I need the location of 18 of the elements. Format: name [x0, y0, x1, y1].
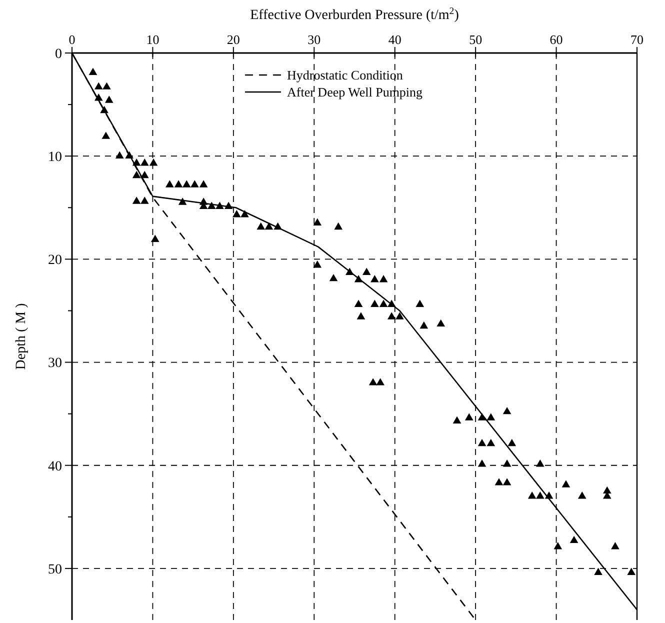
y-axis-title: Depth ( M ) — [14, 302, 29, 370]
x-tick-label: 10 — [146, 32, 160, 47]
y-tick-label: 50 — [48, 562, 62, 578]
y-tick-label: 20 — [48, 253, 62, 268]
x-axis-title: Effective Overburden Pressure (t/m$^{2}$) — [250, 6, 460, 23]
legend-label: Hydrostatic Condition — [287, 68, 404, 83]
y-tick-label: 30 — [48, 356, 62, 372]
x-tick-label: 30 — [308, 32, 321, 47]
y-tick-label: 10 — [48, 150, 62, 165]
x-tick-label: 0 — [68, 32, 76, 47]
x-tick-label: 20 — [226, 32, 240, 47]
x-tick-label: 70 — [630, 32, 644, 47]
legend-label: After Deep Well Pumping — [287, 84, 424, 100]
x-tick-label: 60 — [550, 32, 563, 47]
y-tick-label: 0 — [55, 46, 62, 62]
x-tick-label: 40 — [388, 32, 402, 47]
y-tick-label: 40 — [48, 459, 62, 474]
x-tick-label: 50 — [469, 32, 482, 47]
